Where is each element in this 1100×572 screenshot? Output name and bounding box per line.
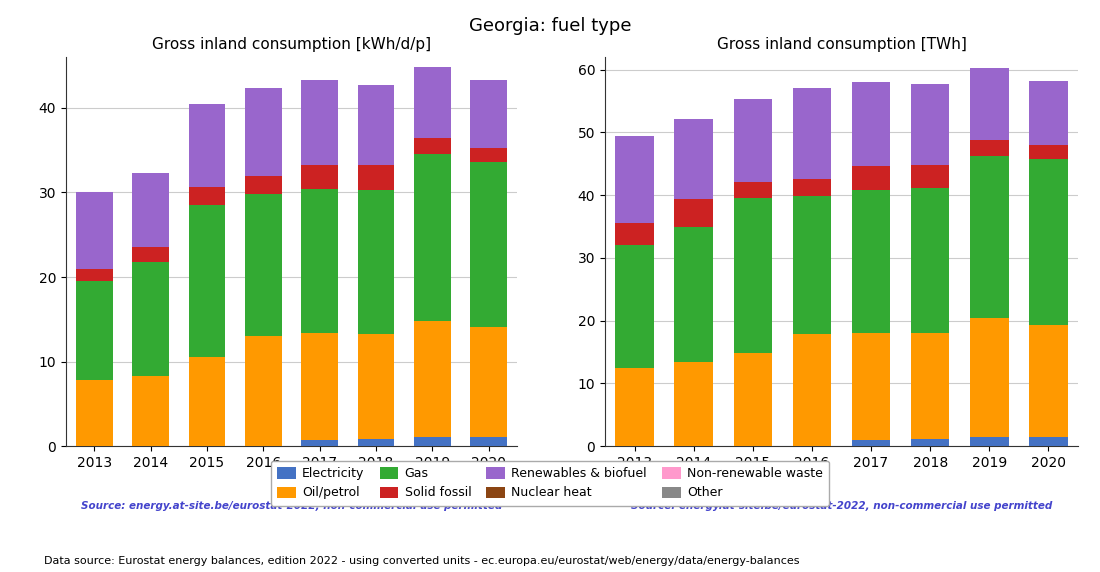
Bar [851, 333, 890, 440]
Bar [970, 437, 1009, 446]
Bar [911, 332, 949, 439]
Bar [358, 190, 395, 333]
Bar [793, 88, 832, 179]
Bar [188, 205, 226, 358]
Bar [132, 173, 169, 247]
Bar [674, 227, 713, 362]
Bar [414, 437, 451, 446]
Bar [188, 358, 226, 446]
Bar [414, 67, 451, 138]
Bar [301, 189, 338, 333]
Bar [132, 247, 169, 262]
Bar [358, 439, 395, 446]
Bar [1030, 437, 1068, 446]
Legend: Electricity, Oil/petrol, Gas, Solid fossil, Renewables & biofuel, Nuclear heat, : Electricity, Oil/petrol, Gas, Solid foss… [271, 461, 829, 506]
Bar [188, 104, 226, 186]
Bar [734, 353, 772, 446]
Bar [851, 190, 890, 333]
Bar [911, 84, 949, 165]
Bar [471, 148, 507, 162]
Bar [911, 439, 949, 446]
Bar [615, 368, 653, 446]
Title: Gross inland consumption [kWh/d/p]: Gross inland consumption [kWh/d/p] [152, 37, 431, 52]
Bar [970, 317, 1009, 437]
Text: Source: energy.at-site.be/eurostat-2022, non-commercial use permitted: Source: energy.at-site.be/eurostat-2022,… [81, 500, 502, 511]
Bar [615, 136, 653, 224]
Bar [970, 140, 1009, 156]
Bar [851, 440, 890, 446]
Bar [76, 193, 112, 269]
Bar [414, 321, 451, 437]
Bar [793, 196, 832, 335]
Bar [301, 333, 338, 440]
Bar [734, 99, 772, 182]
Bar [132, 376, 169, 446]
Bar [358, 165, 395, 190]
Bar [615, 224, 653, 245]
Text: Data source: Eurostat energy balances, edition 2022 - using converted units - ec: Data source: Eurostat energy balances, e… [44, 557, 800, 566]
Bar [188, 186, 226, 205]
Bar [1030, 145, 1068, 159]
Bar [301, 440, 338, 446]
Bar [734, 182, 772, 198]
Bar [132, 262, 169, 376]
Bar [245, 194, 282, 336]
Bar [674, 118, 713, 199]
Bar [793, 335, 832, 446]
Bar [76, 281, 112, 380]
Bar [970, 156, 1009, 317]
Text: Source: energy.at-site.be/eurostat-2022, non-commercial use permitted: Source: energy.at-site.be/eurostat-2022,… [631, 500, 1052, 511]
Bar [76, 380, 112, 446]
Text: Georgia: fuel type: Georgia: fuel type [469, 17, 631, 35]
Bar [1030, 81, 1068, 145]
Bar [970, 68, 1009, 140]
Bar [911, 188, 949, 332]
Bar [851, 82, 890, 166]
Bar [615, 245, 653, 368]
Bar [358, 85, 395, 165]
Bar [471, 327, 507, 437]
Bar [358, 333, 395, 439]
Title: Gross inland consumption [TWh]: Gross inland consumption [TWh] [716, 37, 967, 52]
Bar [674, 199, 713, 227]
Bar [414, 154, 451, 321]
Bar [76, 269, 112, 281]
Bar [245, 336, 282, 446]
Bar [851, 166, 890, 190]
Bar [301, 165, 338, 189]
Bar [793, 179, 832, 196]
Bar [245, 176, 282, 194]
Bar [471, 162, 507, 327]
Bar [414, 138, 451, 154]
Bar [734, 198, 772, 353]
Bar [471, 437, 507, 446]
Bar [245, 88, 282, 176]
Bar [1030, 159, 1068, 325]
Bar [911, 165, 949, 188]
Bar [301, 80, 338, 165]
Bar [471, 80, 507, 148]
Bar [674, 362, 713, 446]
Bar [1030, 325, 1068, 437]
